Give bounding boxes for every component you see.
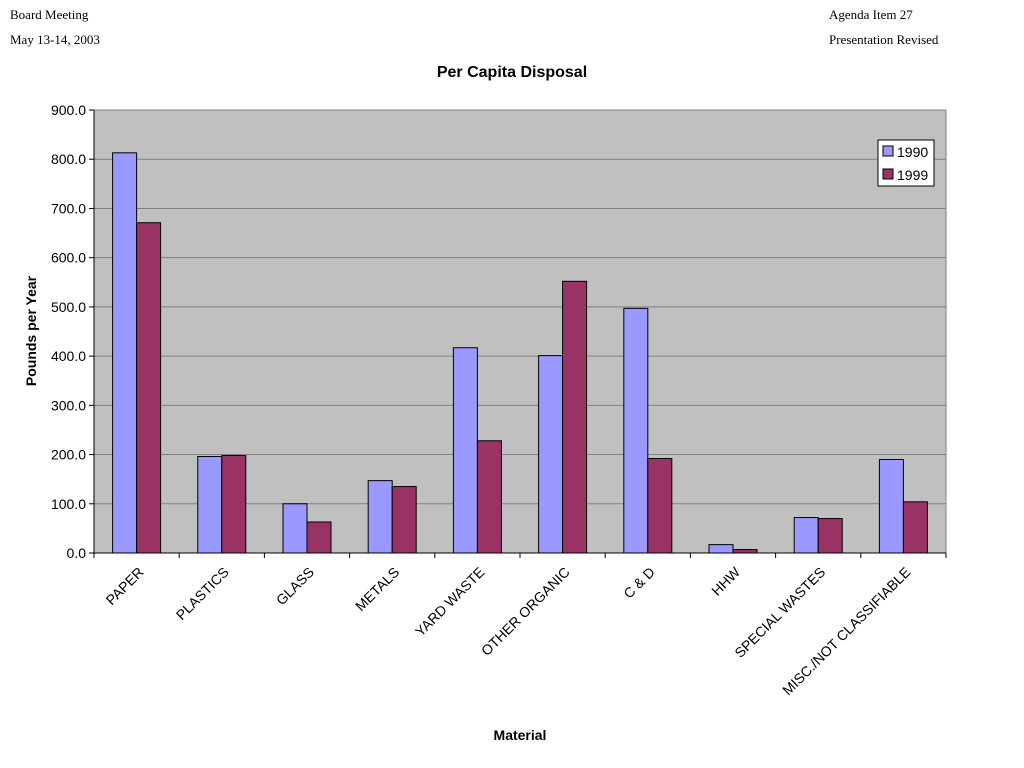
bar-1990 bbox=[623, 307, 649, 554]
chart-title: Per Capita Disposal bbox=[437, 64, 587, 81]
bar-1990 bbox=[538, 355, 564, 554]
header-agenda-item: Agenda Item 27 bbox=[829, 7, 913, 22]
y-tick-label: 900.0 bbox=[51, 102, 86, 118]
bar-1999 bbox=[306, 521, 332, 554]
bar-1999 bbox=[647, 457, 673, 554]
bar-1999 bbox=[562, 280, 588, 554]
x-tick-label: PAPER bbox=[103, 564, 147, 608]
x-tick-label: GLASS bbox=[273, 564, 317, 608]
header-meeting-date: May 13-14, 2003 bbox=[10, 32, 100, 47]
bar-1990 bbox=[878, 458, 904, 554]
legend-label-1990: 1990 bbox=[897, 144, 928, 160]
legend-swatch-1999 bbox=[882, 168, 894, 180]
bar-1990 bbox=[708, 544, 734, 554]
x-tick-label: SPECIAL WASTES bbox=[731, 564, 828, 661]
x-tick-label: OTHER ORGANIC bbox=[478, 564, 573, 659]
x-axis-label: Material bbox=[494, 727, 547, 743]
bar-1990 bbox=[282, 503, 308, 554]
x-tick-label: HHW bbox=[708, 563, 744, 599]
y-axis-label: Pounds per Year bbox=[23, 275, 39, 386]
bar-1999 bbox=[732, 549, 758, 554]
bar-1990 bbox=[367, 480, 393, 554]
y-tick-label: 400.0 bbox=[51, 348, 86, 364]
y-tick-label: 800.0 bbox=[51, 151, 86, 167]
axes bbox=[89, 109, 947, 558]
bar-1999 bbox=[136, 222, 162, 554]
legend-label-1999: 1999 bbox=[897, 167, 928, 183]
bar-1990 bbox=[112, 152, 138, 554]
x-tick-label: METALS bbox=[352, 564, 402, 614]
y-tick-label: 600.0 bbox=[51, 250, 86, 266]
x-tick-labels: PAPER PLASTICS GLASS METALS YARD WASTEOTHER … bbox=[103, 563, 914, 698]
bar-1999 bbox=[391, 486, 417, 554]
bar-1999 bbox=[902, 501, 928, 554]
bar-1999 bbox=[476, 440, 502, 554]
legend-swatch-1990 bbox=[882, 145, 894, 157]
x-tick-label: YARD WASTE bbox=[412, 564, 488, 640]
bar-1990 bbox=[793, 517, 819, 554]
y-tick-label: 700.0 bbox=[51, 200, 86, 216]
bar-1990 bbox=[197, 456, 223, 554]
y-tick-label: 0.0 bbox=[67, 545, 87, 561]
bar-1999 bbox=[221, 455, 247, 554]
y-tick-label: 500.0 bbox=[51, 299, 86, 315]
x-tick-label: C & D bbox=[620, 564, 658, 602]
legend: 1990 1999 bbox=[877, 139, 935, 187]
y-tick-label: 300.0 bbox=[51, 397, 86, 413]
x-tick-label: PLASTICS bbox=[173, 564, 232, 623]
y-tick-label: 100.0 bbox=[51, 496, 86, 512]
y-tick-label: 200.0 bbox=[51, 447, 86, 463]
header-presentation-revised: Presentation Revised bbox=[829, 32, 939, 47]
bar-1990 bbox=[452, 347, 478, 554]
bar-1999 bbox=[817, 518, 843, 554]
bars bbox=[112, 152, 928, 554]
y-tick-labels: 0.0 100.0 200.0 300.0 400.0 500.0 600.0 700.0 80… bbox=[51, 102, 86, 561]
header-board-meeting: Board Meeting bbox=[10, 7, 89, 22]
